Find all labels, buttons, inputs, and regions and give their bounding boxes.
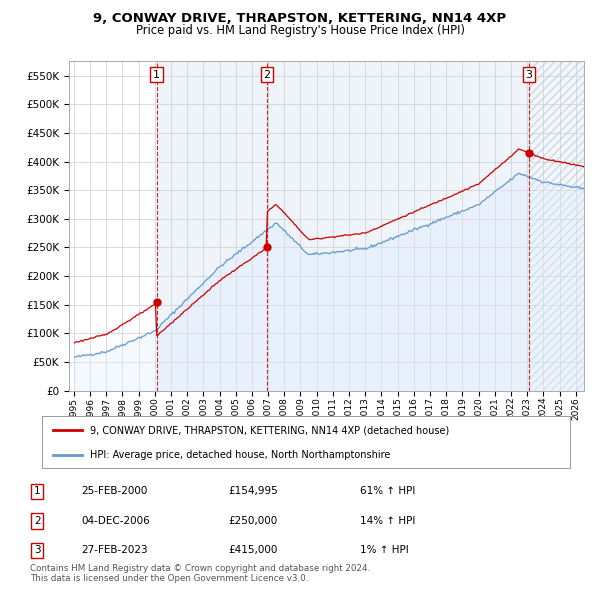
Bar [157, 61, 267, 391]
Text: HPI: Average price, detached house, North Northamptonshire: HPI: Average price, detached house, Nort… [89, 450, 390, 460]
Text: 2: 2 [34, 516, 41, 526]
Bar [267, 61, 529, 391]
Text: 3: 3 [526, 70, 533, 80]
Text: Contains HM Land Registry data © Crown copyright and database right 2024.
This d: Contains HM Land Registry data © Crown c… [30, 563, 370, 583]
Text: 61% ↑ HPI: 61% ↑ HPI [360, 487, 415, 496]
Text: 1: 1 [34, 487, 41, 496]
Text: 04-DEC-2006: 04-DEC-2006 [81, 516, 150, 526]
Text: £415,000: £415,000 [228, 546, 277, 555]
Text: £154,995: £154,995 [228, 487, 278, 496]
Text: 25-FEB-2000: 25-FEB-2000 [81, 487, 148, 496]
Text: 2: 2 [263, 70, 271, 80]
Bar [529, 61, 584, 391]
Text: 1% ↑ HPI: 1% ↑ HPI [360, 546, 409, 555]
Text: 3: 3 [34, 546, 41, 555]
Text: 27-FEB-2023: 27-FEB-2023 [81, 546, 148, 555]
Text: 1: 1 [153, 70, 160, 80]
Text: 9, CONWAY DRIVE, THRAPSTON, KETTERING, NN14 4XP: 9, CONWAY DRIVE, THRAPSTON, KETTERING, N… [94, 12, 506, 25]
Text: Price paid vs. HM Land Registry's House Price Index (HPI): Price paid vs. HM Land Registry's House … [136, 24, 464, 37]
Text: 9, CONWAY DRIVE, THRAPSTON, KETTERING, NN14 4XP (detached house): 9, CONWAY DRIVE, THRAPSTON, KETTERING, N… [89, 425, 449, 435]
Text: £250,000: £250,000 [228, 516, 277, 526]
Text: 14% ↑ HPI: 14% ↑ HPI [360, 516, 415, 526]
